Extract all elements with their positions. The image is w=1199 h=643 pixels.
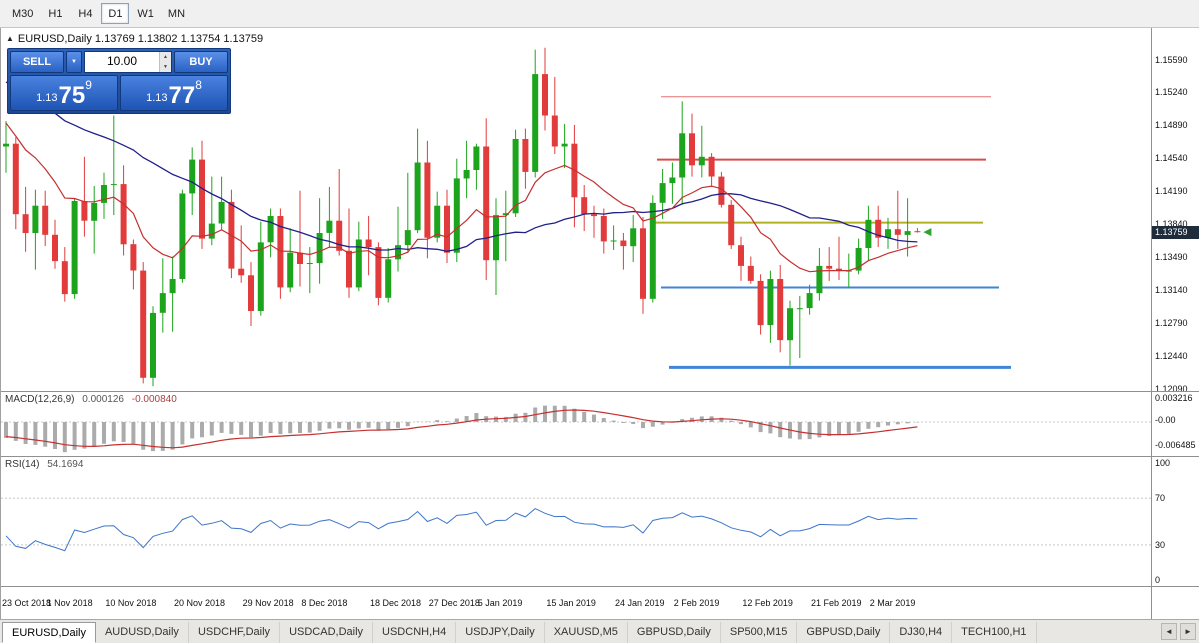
chart-tab-usdchf-daily[interactable]: USDCHF,Daily bbox=[189, 622, 281, 643]
timeframe-toolbar: M30 H1 H4 D1 W1 MN bbox=[0, 0, 1199, 28]
price-axis-label: 1.15240 bbox=[1155, 87, 1188, 98]
macd-indicator-label: MACD(12,26,9) 0.000126 -0.000840 bbox=[5, 394, 177, 405]
volume-dropdown-button[interactable]: ▼ bbox=[66, 51, 82, 73]
price-axis-label: 1.12440 bbox=[1155, 350, 1188, 361]
chart-tab-dj30-h4[interactable]: DJ30,H4 bbox=[890, 622, 953, 643]
chart-tab-xauusd-m5[interactable]: XAUUSD,M5 bbox=[545, 622, 628, 643]
volume-value[interactable]: 10.00 bbox=[106, 54, 138, 68]
panel-divider bbox=[1, 586, 1199, 587]
sell-price-prefix: 1.13 bbox=[36, 92, 58, 104]
chart-tab-sp500-m15[interactable]: SP500,M15 bbox=[721, 622, 798, 643]
tab-scroll-right-button[interactable]: ► bbox=[1180, 623, 1196, 640]
rsi-axis-label: 0 bbox=[1155, 575, 1161, 585]
volume-stepper: ▲ ▼ bbox=[159, 52, 171, 72]
chart-header: ▲ EURUSD,Daily 1.13769 1.13802 1.13754 1… bbox=[6, 33, 263, 45]
chart-tab-usdjpy-daily[interactable]: USDJPY,Daily bbox=[456, 622, 545, 643]
price-axis-label: 1.14540 bbox=[1155, 153, 1188, 164]
chart-tab-audusd-daily[interactable]: AUDUSD,Daily bbox=[96, 622, 189, 643]
sell-price-display[interactable]: 1.13 75 9 bbox=[10, 75, 118, 111]
date-axis-label: 15 Jan 2019 bbox=[546, 598, 596, 608]
volume-down-button[interactable]: ▼ bbox=[160, 62, 171, 72]
volume-up-button[interactable]: ▲ bbox=[160, 52, 171, 62]
chart-window: ▲ EURUSD,Daily 1.13769 1.13802 1.13754 1… bbox=[0, 28, 1199, 619]
price-axis-label: 1.14190 bbox=[1155, 186, 1188, 197]
panel-divider[interactable] bbox=[1, 456, 1199, 457]
date-axis-label: 18 Dec 2018 bbox=[370, 598, 422, 608]
date-axis-label: 29 Nov 2018 bbox=[242, 598, 294, 608]
arrow-right-icon: ► bbox=[1184, 627, 1192, 636]
price-axis-label: 1.13140 bbox=[1155, 284, 1188, 295]
date-axis-label: 20 Nov 2018 bbox=[174, 598, 226, 608]
chart-tab-tech100-h1[interactable]: TECH100,H1 bbox=[952, 622, 1037, 643]
rsi-axis-label: 30 bbox=[1155, 539, 1166, 550]
macd-axis-label: 0.003216 bbox=[1155, 393, 1193, 403]
price-axis-label: 1.15590 bbox=[1155, 54, 1188, 65]
price-axis-label: 1.12790 bbox=[1155, 317, 1188, 328]
buy-price-display[interactable]: 1.13 77 8 bbox=[120, 75, 228, 111]
rsi-value: 54.1694 bbox=[47, 459, 84, 470]
one-click-trading-panel: SELL ▼ 10.00 ▲ ▼ BUY 1.13 75 9 1.13 77 bbox=[7, 48, 231, 114]
date-axis-label: 27 Dec 2018 bbox=[428, 598, 480, 608]
macd-name: MACD(12,26,9) bbox=[5, 394, 75, 405]
price-axis-label: 1.14890 bbox=[1155, 120, 1188, 131]
trade-panel-top-row: SELL ▼ 10.00 ▲ ▼ BUY bbox=[10, 51, 228, 73]
date-axis-label: 8 Dec 2018 bbox=[301, 598, 348, 608]
date-axis-label: 2 Feb 2019 bbox=[673, 598, 720, 608]
chart-tab-usdcad-daily[interactable]: USDCAD,Daily bbox=[280, 622, 374, 643]
buy-price-prefix: 1.13 bbox=[146, 92, 168, 104]
arrow-left-icon: ◄ bbox=[1165, 627, 1173, 636]
tab-scroll-left-button[interactable]: ◄ bbox=[1161, 623, 1177, 640]
sell-price-main: 75 bbox=[58, 82, 86, 109]
tab-scroll-controls: ◄ ► bbox=[1157, 623, 1196, 640]
macd-signal-value: -0.000840 bbox=[131, 394, 177, 405]
date-axis-label: 23 Oct 2018 bbox=[2, 598, 52, 608]
timeframe-button-h4[interactable]: H4 bbox=[71, 3, 99, 24]
chart-tab-eurusd-daily[interactable]: EURUSD,Daily bbox=[2, 622, 96, 643]
current-price-badge: 1.13759 bbox=[1152, 225, 1199, 239]
chart-canvas[interactable] bbox=[1, 28, 1151, 619]
macd-axis-label: -0.00 bbox=[1155, 415, 1176, 425]
date-axis-label: 2 Mar 2019 bbox=[869, 598, 916, 608]
date-axis-label: 5 Jan 2019 bbox=[477, 598, 523, 608]
timeframe-button-m30[interactable]: M30 bbox=[6, 3, 39, 24]
macd-axis-label: -0.006485 bbox=[1155, 440, 1196, 450]
rsi-axis-label: 70 bbox=[1155, 493, 1166, 504]
chart-tab-gbpusd-daily[interactable]: GBPUSD,Daily bbox=[628, 622, 721, 643]
rsi-name: RSI(14) bbox=[5, 459, 40, 470]
buy-price-pip: 8 bbox=[195, 78, 202, 92]
price-axis[interactable]: 1.13759 1.15590 1.15240 1.14890 1.14540 1.14… bbox=[1151, 28, 1199, 619]
chart-tabs: EURUSD,Daily AUDUSD,Daily USDCHF,Daily USDC… bbox=[0, 620, 1199, 643]
chart-title-ohlc: EURUSD,Daily 1.13769 1.13802 1.13754 1.1… bbox=[17, 33, 264, 45]
buy-button[interactable]: BUY bbox=[174, 51, 228, 73]
chart-tab-usdcnh-h4[interactable]: USDCNH,H4 bbox=[373, 622, 457, 643]
chart-tab-bar: EURUSD,Daily AUDUSD,Daily USDCHF,Daily USDC… bbox=[0, 619, 1199, 643]
volume-field[interactable]: 10.00 ▲ ▼ bbox=[84, 51, 172, 73]
chevron-down-icon: ▼ bbox=[71, 59, 77, 65]
date-axis-label: 21 Feb 2019 bbox=[811, 598, 862, 608]
date-axis-label: 24 Jan 2019 bbox=[615, 598, 665, 608]
price-axis-label: 1.13840 bbox=[1155, 219, 1188, 229]
macd-main-value: 0.000126 bbox=[82, 394, 124, 405]
price-axis-label: 1.13490 bbox=[1155, 251, 1188, 262]
timeframe-button-d1[interactable]: D1 bbox=[101, 3, 130, 24]
buy-price-main: 77 bbox=[168, 82, 196, 109]
date-axis-label: 12 Feb 2019 bbox=[742, 598, 793, 608]
timeframe-button-mn[interactable]: MN bbox=[162, 3, 191, 24]
chart-marker-icon: ▲ bbox=[6, 34, 14, 43]
price-axis-label: 1.12090 bbox=[1155, 383, 1188, 394]
rsi-axis-label: 100 bbox=[1155, 458, 1171, 468]
chart-tab-gbpusd-daily[interactable]: GBPUSD,Daily bbox=[797, 622, 891, 643]
panel-divider[interactable] bbox=[1, 391, 1199, 392]
timeframe-button-w1[interactable]: W1 bbox=[131, 3, 160, 24]
date-axis[interactable]: 23 Oct 2018 1 Nov 2018 10 Nov 2018 20 Nov 2… bbox=[1, 586, 1151, 619]
timeframe-button-h1[interactable]: H1 bbox=[41, 3, 69, 24]
date-axis-label: 1 Nov 2018 bbox=[46, 598, 93, 608]
trade-panel-price-row: 1.13 75 9 1.13 77 8 bbox=[10, 75, 228, 111]
sell-button[interactable]: SELL bbox=[10, 51, 64, 73]
rsi-ind-label: RSI(14) 54.1694 bbox=[5, 459, 83, 470]
sell-price-pip: 9 bbox=[85, 78, 92, 92]
date-axis-label: 10 Nov 2018 bbox=[105, 598, 157, 608]
